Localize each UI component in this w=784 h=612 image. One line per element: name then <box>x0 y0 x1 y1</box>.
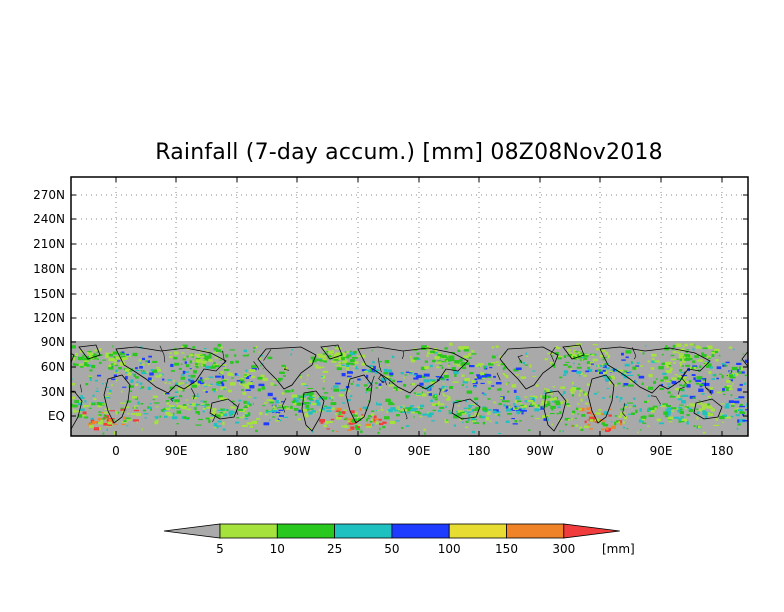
y-tick-label: EQ <box>48 409 65 423</box>
rainfall-field <box>71 342 748 435</box>
colorbar-label: 50 <box>384 542 399 556</box>
rainfall-data-area <box>71 341 748 436</box>
x-tick-label: 90W <box>526 444 553 458</box>
y-tick-label: 180N <box>33 262 65 276</box>
y-tick-label: 240N <box>33 212 65 226</box>
y-tick-label: 30N <box>41 385 65 399</box>
coastlines <box>71 344 748 432</box>
colorbar-upper-triangle <box>563 523 620 539</box>
colorbar-label: 100 <box>438 542 461 556</box>
plot-frame <box>70 176 749 437</box>
x-tick-label: 0 <box>112 444 120 458</box>
colorbar-label: 150 <box>495 542 518 556</box>
colorbar-label: 10 <box>270 542 285 556</box>
x-tick-label: 180 <box>468 444 491 458</box>
x-tick-label: 90E <box>165 444 188 458</box>
y-tick-label: 270N <box>33 188 65 202</box>
x-tick-label: 180 <box>226 444 249 458</box>
x-tick-label: 90E <box>408 444 431 458</box>
y-axis: 270N 240N 210N 180N 150N 120N 90N 60N 30N EQ <box>33 188 748 423</box>
x-axis: 0 90E 180 90W 0 90E 180 90W 0 90E 180 <box>112 177 733 458</box>
colorbar-label: 25 <box>327 542 342 556</box>
y-tick-label: 210N <box>33 237 65 251</box>
x-tick-label: 0 <box>354 444 362 458</box>
colorbar-segment <box>391 523 450 539</box>
colorbar-lower-triangle <box>163 523 221 539</box>
y-tick-label: 150N <box>33 287 65 301</box>
colorbar-label: 5 <box>216 542 224 556</box>
x-tick-label: 90E <box>650 444 673 458</box>
colorbar-segment <box>334 523 393 539</box>
map-title: Rainfall (7-day accum.) [mm] 08Z08Nov201… <box>155 140 663 165</box>
x-tick-label: 180 <box>711 444 734 458</box>
y-tick-label: 60N <box>41 360 65 374</box>
colorbar-segment <box>506 523 565 539</box>
colorbar-segment <box>276 523 335 539</box>
colorbar: 5 10 25 50 100 150 300 [mm] <box>163 523 635 556</box>
y-tick-label: 90N <box>41 335 65 349</box>
colorbar-label: 300 <box>552 542 575 556</box>
colorbar-unit: [mm] <box>602 542 635 556</box>
colorbar-segment <box>219 523 278 539</box>
x-tick-label: 90W <box>283 444 310 458</box>
y-tick-label: 120N <box>33 311 65 325</box>
colorbar-segment <box>448 523 507 539</box>
x-tick-label: 0 <box>596 444 604 458</box>
